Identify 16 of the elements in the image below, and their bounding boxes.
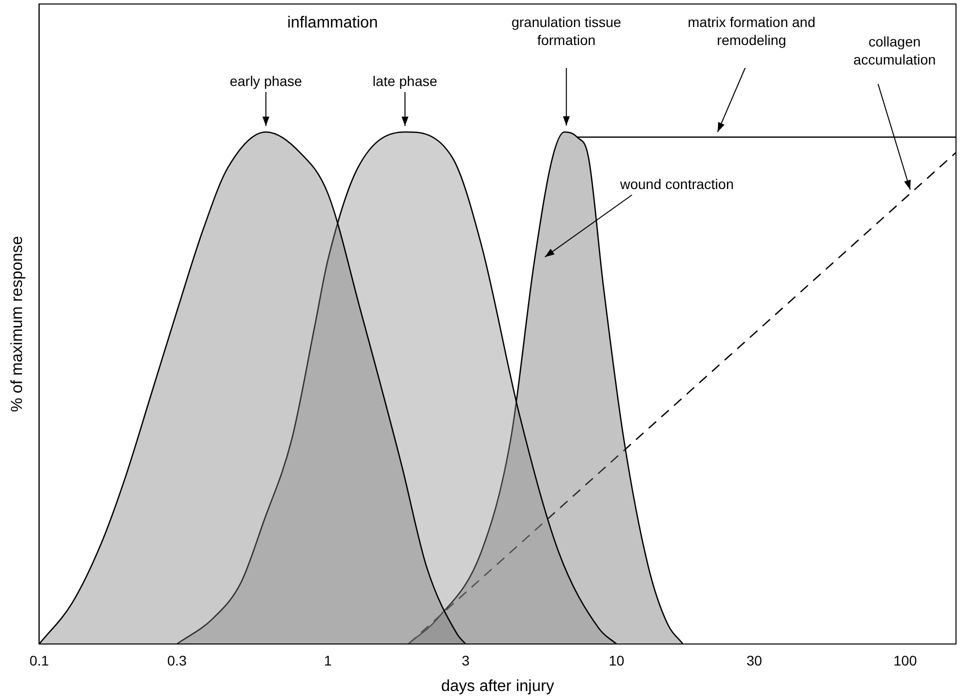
text: collagen accumulation <box>853 33 936 68</box>
x-axis-title: days after injury <box>441 678 554 695</box>
text: matrix formation and remodeling <box>688 14 816 48</box>
annotation: wound contraction <box>619 176 734 192</box>
text: granulation tissue formation <box>511 14 622 48</box>
x-tick-label: 100 <box>893 652 918 668</box>
x-tick-label: 1 <box>324 652 332 668</box>
x-tick-label: 0.3 <box>167 652 187 668</box>
annotation: late phase <box>372 72 438 89</box>
x-tick-label: 10 <box>608 652 625 668</box>
y-axis-title: % of maximum response <box>9 236 26 412</box>
x-tick-label: 0.1 <box>29 652 50 668</box>
text: inflammation <box>287 14 378 32</box>
x-tick-label: 3 <box>462 652 470 668</box>
x-tick-label: 30 <box>746 652 762 668</box>
annotation: early phase <box>230 72 302 89</box>
